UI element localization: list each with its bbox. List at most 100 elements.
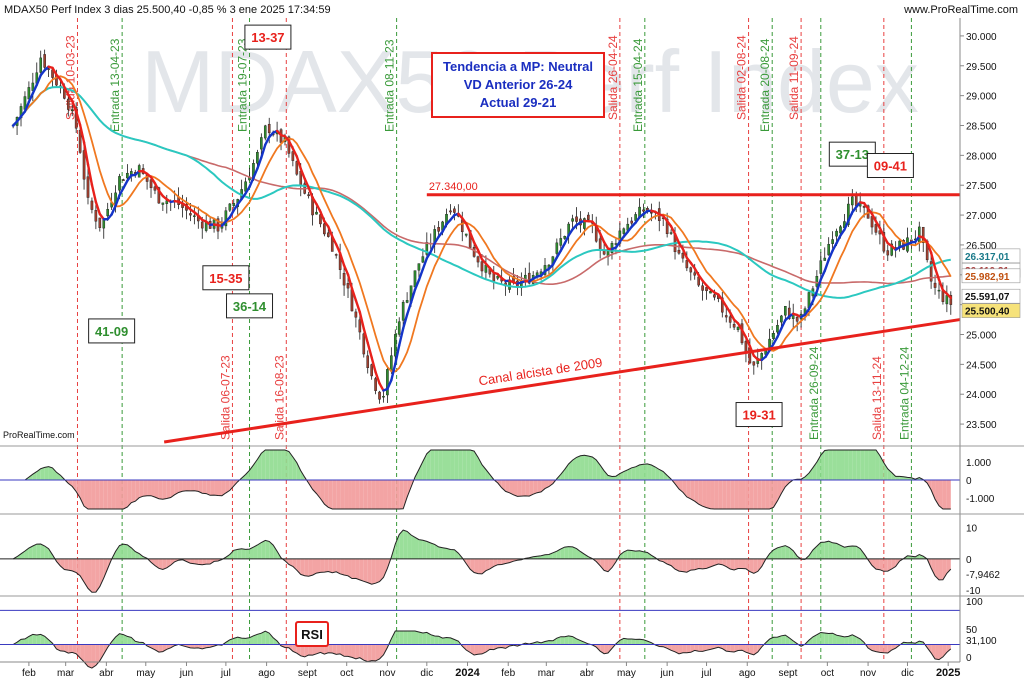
brand-link[interactable]: www.ProRealTime.com: [903, 4, 1018, 16]
panel-rsi-area: [241, 638, 246, 645]
ma-fast-segment: [874, 220, 882, 230]
panel-momentum-area: [627, 550, 632, 559]
candle-body: [819, 260, 823, 274]
ma-fast-segment: [847, 211, 854, 223]
candle-body: [189, 213, 192, 216]
candle-body: [693, 272, 697, 276]
panel-macd-area: [170, 480, 175, 498]
panel-macd-area: [257, 453, 262, 480]
panel-rsi-area: [702, 644, 707, 652]
ma-fast-segment: [63, 85, 70, 97]
candle-body: [575, 216, 578, 222]
score-box-text: 36-14: [233, 299, 267, 314]
ma-fast-segment: [669, 225, 677, 236]
candle-body: [70, 109, 74, 111]
panel-macd-area: [781, 480, 786, 494]
ma-fast-segment: [776, 327, 783, 339]
panel-rsi-area: [726, 644, 731, 652]
panel-rsi-area: [872, 644, 876, 652]
panel-momentum-area: [879, 558, 884, 572]
panel-momentum-area: [769, 549, 774, 559]
panel-rsi-area: [442, 637, 447, 645]
panel-momentum-area: [741, 558, 746, 569]
candle-body: [689, 267, 693, 273]
ma-fast-segment: [260, 143, 267, 159]
panel-rsi-area: [237, 637, 242, 645]
panel-rsi-tick-label: 0: [966, 653, 972, 664]
panel-macd-area: [158, 480, 163, 500]
panel-macd-area: [615, 473, 620, 480]
panel-rsi-area: [623, 638, 628, 645]
panel-rsi-area: [816, 632, 821, 645]
x-tick-label: nov: [860, 668, 876, 679]
candle-body: [98, 217, 102, 228]
panel-macd-area: [584, 455, 589, 480]
candle-body: [870, 216, 874, 228]
ma-fast-segment: [925, 240, 933, 254]
y-tick-label: 29.000: [966, 92, 997, 103]
candle-body: [460, 219, 464, 233]
ma-fast-segment: [327, 225, 334, 238]
panel-rsi-area: [284, 644, 289, 648]
panel-momentum-area: [40, 544, 45, 559]
candle-body: [256, 152, 259, 164]
ma-fast-segment: [118, 186, 125, 197]
panel-rsi-area: [852, 634, 857, 645]
score-box: [735, 402, 783, 428]
panel-momentum-area: [718, 558, 723, 565]
ma-fast-segment: [725, 305, 732, 314]
panel-macd-area: [741, 480, 746, 509]
candle-body: [701, 285, 704, 291]
panel-macd-area: [340, 480, 345, 509]
panel-momentum-area: [151, 558, 155, 566]
candle-body: [90, 200, 94, 210]
panel-macd-area: [714, 480, 719, 509]
panel-momentum-area: [639, 550, 644, 559]
panel-momentum-area: [643, 551, 648, 559]
panel-macd-area: [560, 469, 565, 480]
panel-momentum-area: [686, 558, 691, 573]
candle-body: [847, 203, 850, 225]
panel-macd-area: [348, 480, 352, 509]
tag-cyan-bg: [961, 248, 1021, 264]
panel-momentum-area: [753, 558, 758, 574]
candle-body: [346, 283, 350, 289]
ma-fast-segment: [567, 228, 574, 237]
ma-fast-segment: [693, 267, 700, 277]
candle-body: [421, 256, 425, 263]
panel-momentum-area: [545, 554, 549, 559]
panel-macd-area: [458, 450, 463, 480]
ma-fast-segment: [835, 234, 842, 245]
panel-macd-area: [355, 480, 360, 509]
panel-momentum-area: [832, 542, 837, 559]
panel-momentum-area: [48, 548, 53, 559]
panel-macd-area: [611, 476, 616, 480]
ma-fast-segment: [870, 212, 878, 223]
panel-macd-area: [186, 480, 191, 491]
candle-body: [472, 246, 476, 257]
panel-macd-area: [76, 480, 81, 498]
panel-rsi-area: [265, 631, 270, 645]
panel-momentum-area: [470, 558, 475, 573]
candle-body: [744, 341, 748, 352]
panel-rsi-area: [308, 644, 313, 656]
ma-fast-segment: [114, 194, 121, 207]
candle-body: [677, 249, 681, 254]
panel-rsi-area: [190, 644, 195, 649]
candle-body: [634, 214, 637, 221]
ma-fast-segment: [31, 83, 38, 95]
ma-fast-segment: [394, 344, 401, 366]
candle-body: [358, 319, 362, 333]
panel-momentum-area: [552, 551, 557, 559]
panel-macd-area: [604, 470, 609, 480]
panel-rsi-area: [151, 644, 155, 650]
candle-body: [681, 253, 685, 259]
panel-macd-area: [344, 480, 349, 509]
panel-rsi-area: [868, 644, 873, 651]
y-tick-label: 23.500: [966, 420, 997, 431]
panel-rsi-area: [414, 631, 419, 645]
panel-macd-area: [635, 464, 640, 480]
ma-fast-segment: [331, 235, 338, 246]
panel-macd-area: [430, 450, 435, 480]
panel-momentum-area: [249, 547, 254, 559]
